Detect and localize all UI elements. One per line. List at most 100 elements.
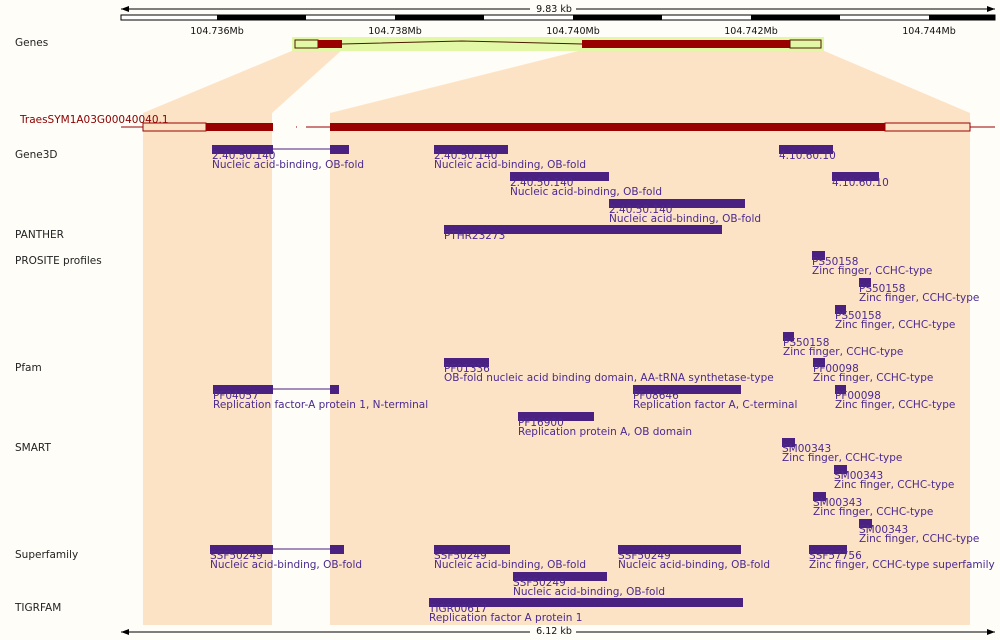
feature-block [618,545,741,554]
feature-id-label: PF00098 [835,390,881,402]
feature-block [444,225,722,234]
feature-block [832,172,879,181]
feature-4-10-60-10[interactable]: 4.10.60.10 [832,172,889,189]
feature-description-label: Nucleic acid-binding, OB-fold [210,559,362,571]
feature-block [210,545,273,554]
feature-description-label: Zinc finger, CCHC-type [834,479,954,491]
feature-description-label: Zinc finger, CCHC-type [859,292,979,304]
feature-description-label: Zinc finger, CCHC-type [783,346,903,358]
top-scale-label: 9.83 kb [536,4,572,15]
transcript[interactable]: TraesSYM1A03G00040040.1 [19,114,995,132]
feature-description-label: Nucleic acid-binding, OB-fold [510,186,662,198]
feature-block [809,545,847,554]
feature-block [510,172,609,181]
feature-description-label: Zinc finger, CCHC-type [813,506,933,518]
feature-description-label: Nucleic acid-binding, OB-fold [434,159,586,171]
feature-description-label: Zinc finger, CCHC-type [782,452,902,464]
tick-label: 104.744Mb [902,26,956,37]
feature-block [434,145,508,154]
gene-model[interactable] [292,37,824,51]
feature-block [812,251,825,260]
feature-description-label: Zinc finger, CCHC-type [812,265,932,277]
feature-id-label: TIGR00617 [428,603,487,615]
feature-block [783,332,794,341]
track-label-gene3d: Gene3D [15,149,57,161]
feature-block [859,278,871,287]
feature-pthr23273[interactable]: PTHR23273 [444,225,722,242]
track-label-tigrfam: TIGRFAM [14,602,61,614]
track-labels: Genes Gene3D PANTHER PROSITE profiles Pf… [14,37,102,614]
tick-label: 104.738Mb [368,26,422,37]
feature-description-label: Replication factor-A protein 1, N-termin… [213,399,428,411]
feature-block [429,598,743,607]
feature-id-label: 2.40.50.140 [434,150,497,162]
feature-block [212,145,273,154]
feature-id-label: PF16900 [518,417,564,429]
feature-id-label: PTHR23273 [444,230,505,242]
feature-description-label: Zinc finger, CCHC-type superfamily [809,559,995,571]
track-label-genes: Genes [15,37,48,49]
feature-description-label: Replication factor A protein 1 [429,612,582,624]
track-label-smart: SMART [15,442,51,454]
feature-id-label: 2.40.50.140 [510,177,573,189]
feature-block [779,145,833,154]
feature-description-label: Replication factor A, C-terminal [633,399,797,411]
coordinate-ruler: 104.736Mb 104.738Mb 104.740Mb 104.742Mb … [120,14,996,37]
feature-id-label: PF08646 [633,390,679,402]
feature-block [434,545,510,554]
feature-4-10-60-10[interactable]: 4.10.60.10 [779,145,836,162]
bottom-scale-bar: 6.12 kb [121,625,995,637]
feature-id-label: 2.40.50.140 [609,204,672,216]
feature-block [609,199,745,208]
feature-id-label: 2.40.50.140 [212,150,275,162]
feature-block [633,385,741,394]
feature-block [518,412,594,421]
transcript-label: TraesSYM1A03G00040040.1 [19,114,169,126]
feature-block [835,305,846,314]
feature-description-label: Zinc finger, CCHC-type [835,319,955,331]
feature-description-label: Nucleic acid-binding, OB-fold [609,213,761,225]
feature-block [330,385,339,394]
feature-block [813,492,826,501]
feature-id-label: SM00343 [834,470,883,482]
feature-id-label: SSF50249 [513,577,566,589]
feature-id-label: 4.10.60.10 [832,177,889,189]
feature-description-label: Zinc finger, CCHC-type [859,533,979,545]
feature-block [330,145,349,154]
track-label-superfamily: Superfamily [15,549,78,561]
feature-description-label: Zinc finger, CCHC-type [835,399,955,411]
feature-block [813,358,825,367]
exon-highlight-regions [143,50,970,625]
feature-id-label: SM00343 [813,497,862,509]
feature-id-label: SM00343 [859,524,908,536]
track-label-prosite: PROSITE profiles [15,255,102,267]
track-label-panther: PANTHER [15,229,64,241]
feature-description-label: OB-fold nucleic acid binding domain, AA-… [444,372,774,384]
